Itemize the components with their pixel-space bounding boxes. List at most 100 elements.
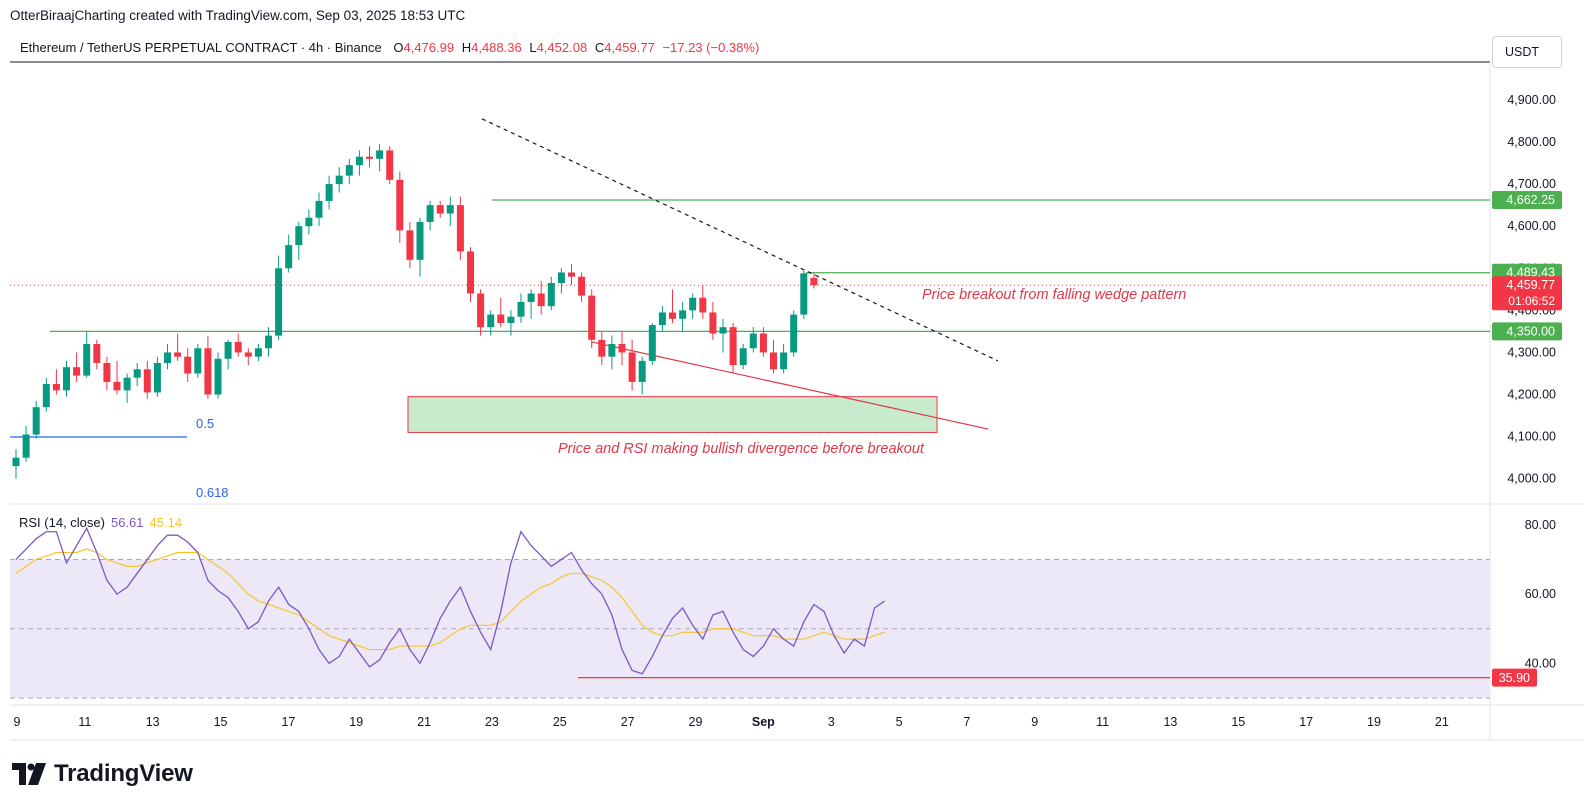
currency-selector[interactable]: USDT <box>1492 36 1562 68</box>
fib-label-0-618: 0.618 <box>196 485 229 500</box>
time-tick-label: 13 <box>146 715 160 729</box>
time-tick-label: 5 <box>896 715 903 729</box>
price-tick-label: 4,600.00 <box>1507 219 1556 233</box>
candle-body <box>345 165 353 176</box>
candle-body <box>285 245 293 269</box>
candle-body <box>204 348 212 395</box>
candle-body <box>507 316 515 323</box>
open-value: 4,476.99 <box>403 40 455 55</box>
candle-body <box>265 335 272 349</box>
candle-body <box>628 352 636 382</box>
candle-body <box>244 352 252 357</box>
candle-body <box>133 369 141 378</box>
price-axis-label-bg <box>1492 276 1562 311</box>
time-tick-label: 19 <box>1367 715 1381 729</box>
rsi-legend-label: RSI (14, close) <box>19 515 105 530</box>
time-tick-label: 29 <box>689 715 703 729</box>
candle-body <box>113 381 121 391</box>
price-axis-label: 4,662.25 <box>1506 193 1555 207</box>
candle-body <box>103 362 111 382</box>
time-tick-label: 11 <box>78 715 91 729</box>
chart-attribution: OtterBiraajCharting created with Trading… <box>10 8 466 23</box>
candle-body <box>446 205 454 214</box>
candle-body <box>568 272 575 277</box>
price-tick-label: 4,000.00 <box>1507 472 1556 486</box>
bar-countdown: 01:06:52 <box>1508 294 1555 308</box>
rsi-legend-value: 56.61 <box>110 515 144 530</box>
candle-body <box>164 352 171 363</box>
low-value: 4,452.08 <box>536 40 588 55</box>
candle-body <box>588 295 596 340</box>
candle-body <box>537 293 545 307</box>
candle-body <box>759 333 767 353</box>
candle-body <box>436 205 444 214</box>
candle-body <box>194 348 202 374</box>
candle-body <box>254 348 262 357</box>
candle-body <box>406 230 414 260</box>
rsi-legend[interactable]: RSI (14, close) 56.61 45.14 <box>19 515 182 530</box>
tradingview-logo-icon <box>12 763 46 785</box>
candle-body <box>780 352 788 370</box>
candle-body <box>22 434 30 458</box>
candle-body <box>12 457 20 467</box>
candle-body <box>679 310 687 319</box>
candle-body <box>93 344 101 363</box>
candle-body <box>810 277 818 286</box>
candle-body <box>669 312 676 319</box>
candle-body <box>497 314 505 323</box>
price-tick-label: 4,200.00 <box>1507 388 1556 402</box>
candle-body <box>800 273 808 315</box>
candle-body <box>517 301 525 317</box>
rsi-tick-label: 60.00 <box>1525 587 1556 601</box>
time-tick-label: 27 <box>621 715 635 729</box>
candle-body <box>790 314 798 353</box>
annotation-breakout: Price breakout from falling wedge patter… <box>922 287 1186 303</box>
time-tick-label: 9 <box>14 715 21 729</box>
candle-body <box>224 341 232 359</box>
time-tick-label: 21 <box>1435 715 1449 729</box>
candle-body <box>557 272 565 283</box>
rsi-ma-line <box>15 548 885 651</box>
tradingview-logo-text: TradingView <box>54 760 193 787</box>
time-tick-label: 3 <box>828 715 835 729</box>
candle-body <box>376 150 384 159</box>
symbol-title[interactable]: Ethereum / TetherUS PERPETUAL CONTRACT ·… <box>20 40 382 55</box>
time-tick-label: 25 <box>553 715 567 729</box>
candle-body <box>547 283 555 307</box>
candle-body <box>174 352 182 357</box>
rsi-axis-label: 35.90 <box>1499 671 1530 685</box>
change-value: −17.23 (−0.38%) <box>662 40 760 55</box>
price-tick-label: 4,800.00 <box>1507 135 1556 149</box>
rsi-axis-label-bg <box>1492 668 1537 687</box>
candle-body <box>355 156 363 166</box>
tradingview-logo[interactable]: TradingView <box>12 760 193 788</box>
close-label: C <box>594 40 605 55</box>
candle-body <box>648 325 656 361</box>
candle-body <box>366 156 373 159</box>
price-axis-label: 4,459.77 <box>1506 278 1555 292</box>
candle-body <box>456 205 464 252</box>
candle-body <box>32 407 40 435</box>
low-label: L <box>529 40 537 55</box>
candle-body <box>598 339 606 357</box>
candle-body <box>234 341 242 353</box>
candle-body <box>416 221 424 260</box>
candle-body <box>275 268 283 336</box>
time-tick-label: 21 <box>417 715 431 729</box>
candle-body <box>719 327 727 334</box>
time-tick-label: 13 <box>1163 715 1177 729</box>
time-tick-label: 23 <box>485 715 499 729</box>
price-tick-label: 4,900.00 <box>1507 93 1556 107</box>
candle-body <box>739 348 747 366</box>
time-tick-label: 17 <box>281 715 295 729</box>
candle-body <box>709 312 717 334</box>
symbol-info-bar: Ethereum / TetherUS PERPETUAL CONTRACT ·… <box>20 40 759 55</box>
candle-body <box>325 184 333 201</box>
wedge-lower-trendline <box>591 341 989 430</box>
rsi-tick-label: 80.00 <box>1525 518 1556 532</box>
candle-body <box>396 179 404 231</box>
candle-body <box>770 352 777 370</box>
price-axis-label-bg <box>1492 190 1562 209</box>
candle-body <box>305 217 313 227</box>
